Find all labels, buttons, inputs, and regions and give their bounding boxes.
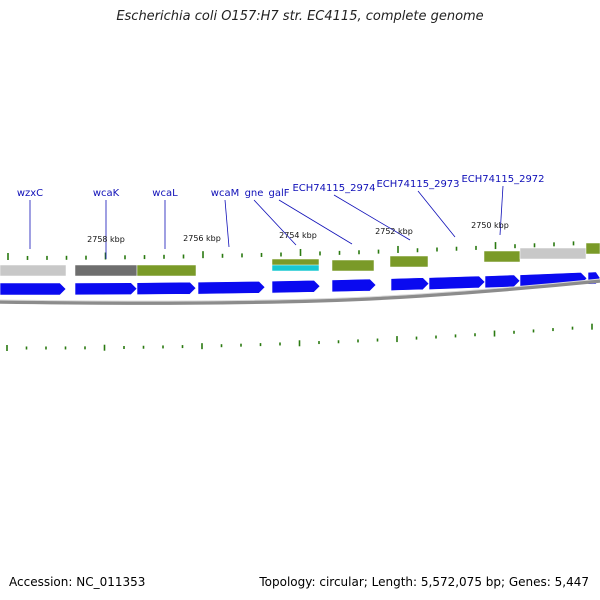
feature-block [271,264,320,272]
gene-label: gne [245,188,264,199]
cds-arrow [271,279,321,294]
gene-label: ECH74115_2972 [461,174,544,185]
cds-arrow [74,282,138,296]
leader-line [278,199,353,245]
label-leaders [29,185,504,259]
cds-arrow [197,280,266,295]
kbp-label: 2754 kbp [279,231,317,240]
gene-label: wcaK [93,188,120,199]
cds-arrow [484,274,521,289]
cds-arrow [0,282,67,296]
feature-block [136,264,197,277]
map-title: Escherichia coli O157:H7 str. EC4115, co… [116,9,484,24]
gene-label: wzxC [17,188,43,199]
kbp-label: 2758 kbp [87,235,125,244]
kbp-label: 2756 kbp [183,234,221,243]
cds-track [0,271,600,296]
gene-label: ECH74115_2974 [292,183,375,194]
feature-track [0,242,600,277]
feature-block [331,259,375,272]
feature-block [585,242,600,255]
feature-block [483,250,521,263]
cds-arrow [428,275,486,290]
leader-line [253,199,297,246]
kbp-label: 2750 kbp [471,221,509,230]
gene-label: galF [268,188,289,199]
leader-line [499,185,504,236]
leader-line [224,199,230,248]
genome-backbone [0,279,600,305]
kbp-label: 2752 kbp [375,227,413,236]
gene-label: wcaL [152,188,178,199]
gene-labels: wzxC wcaK wcaL wcaM gne galF ECH74115_2974 ECH7… [17,174,545,199]
outer-ticks [7,241,575,260]
feature-block [519,247,587,260]
leader-line [417,190,456,238]
cds-arrow [331,278,377,293]
gene-label: wcaM [211,188,239,199]
genome-summary: Topology: circular; Length: 5,572,075 bp… [259,575,589,589]
feature-block [0,264,67,277]
cds-arrow [390,277,430,291]
genome-backbone-inner [0,278,600,302]
feature-block [389,255,429,268]
accession: Accession: NC_011353 [9,575,146,589]
gene-label: ECH74115_2973 [376,179,459,190]
leader-line [333,194,411,241]
inner-ticks [6,323,593,351]
cds-arrow [136,281,197,295]
kbp-labels: 2758 kbp 2756 kbp 2754 kbp 2752 kbp 2750 kbp [87,221,509,244]
feature-block [74,264,138,277]
